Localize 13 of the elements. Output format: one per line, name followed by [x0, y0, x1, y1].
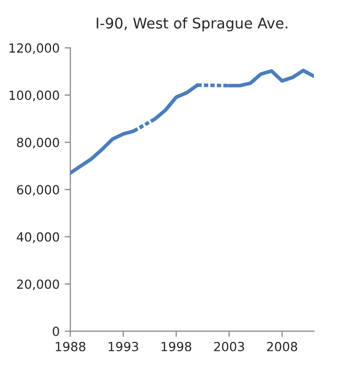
y-tick-label: 100,000: [10, 90, 60, 102]
x-tick-label: 2003: [214, 342, 244, 352]
y-tick-label: 20,000: [17, 279, 60, 290]
y-tick-label: 80,000: [17, 138, 60, 148]
y-tick-label: 40,000: [16, 232, 60, 243]
chart-title: I-90, West of Sprague Ave.: [96, 17, 288, 32]
y-tick-label: 0: [52, 326, 60, 336]
x-tick-label: 2008: [267, 342, 298, 352]
x-tick-label: 1998: [162, 342, 192, 352]
x-tick-label: 1993: [108, 342, 138, 352]
x-tick-label: 1988: [56, 342, 86, 352]
y-tick-label: 60,000: [17, 184, 60, 196]
y-tick-label: 120,000: [10, 43, 60, 54]
